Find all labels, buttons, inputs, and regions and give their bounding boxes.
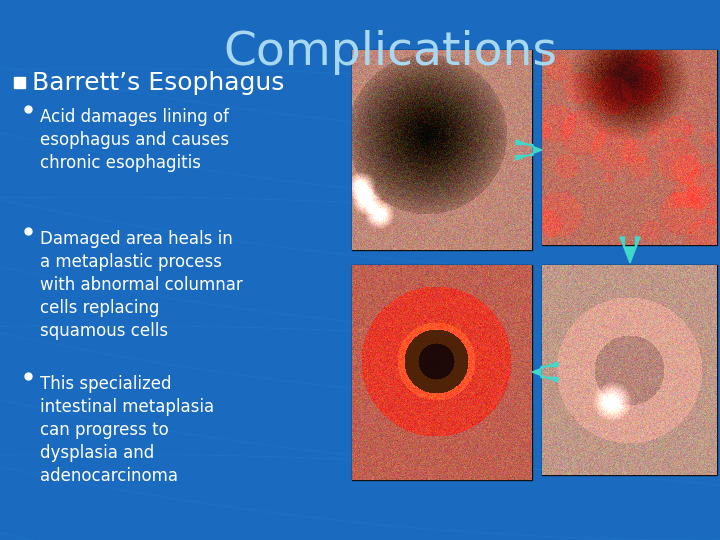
Bar xyxy=(352,50,532,250)
Bar xyxy=(542,50,717,245)
Text: Acid damages lining of
esophagus and causes
chronic esophagitis: Acid damages lining of esophagus and cau… xyxy=(40,108,229,172)
Bar xyxy=(352,265,532,480)
Text: Complications: Complications xyxy=(223,30,557,75)
Text: Damaged area heals in
a metaplastic process
with abnormal columnar
cells replaci: Damaged area heals in a metaplastic proc… xyxy=(40,230,243,340)
Polygon shape xyxy=(516,140,542,160)
Bar xyxy=(14,77,25,88)
Polygon shape xyxy=(532,362,558,382)
Polygon shape xyxy=(620,237,640,263)
Text: Barrett’s Esophagus: Barrett’s Esophagus xyxy=(32,71,284,95)
Text: This specialized
intestinal metaplasia
can progress to
dysplasia and
adenocarcin: This specialized intestinal metaplasia c… xyxy=(40,375,214,484)
Bar xyxy=(542,265,717,475)
